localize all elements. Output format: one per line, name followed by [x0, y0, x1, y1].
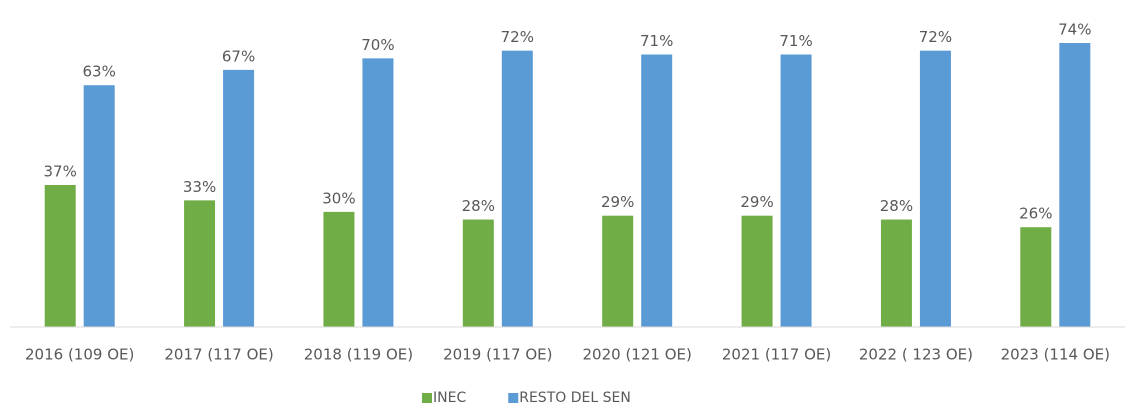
data-label: 26%	[1019, 205, 1052, 223]
data-label: 71%	[779, 32, 812, 50]
bar	[83, 85, 115, 327]
bar	[501, 50, 533, 328]
bar	[323, 211, 355, 327]
x-tick-label: 2020 (121 OE)	[583, 346, 692, 364]
data-label: 29%	[740, 193, 773, 211]
x-tick-label: 2018 (119 OE)	[304, 346, 413, 364]
data-label: 29%	[601, 193, 634, 211]
legend-swatch	[508, 393, 519, 403]
bar	[44, 185, 76, 327]
legend: INEC RESTO DEL SEN	[422, 390, 631, 406]
x-tick-label: 2023 (114 OE)	[1001, 346, 1110, 364]
data-label: 67%	[222, 47, 255, 65]
data-label: 37%	[44, 163, 77, 181]
data-label: 28%	[462, 197, 495, 215]
x-tick-label: 2017 (117 OE)	[164, 346, 273, 364]
x-tick-label: 2016 (109 OE)	[25, 346, 134, 364]
legend-label: INEC	[433, 390, 466, 406]
bar	[362, 58, 394, 328]
bar	[1020, 227, 1052, 327]
data-label: 72%	[501, 28, 534, 46]
bar	[880, 219, 912, 327]
legend-label: RESTO DEL SEN	[519, 390, 631, 406]
bar	[919, 50, 951, 328]
bar	[602, 215, 634, 327]
data-label: 70%	[361, 36, 394, 54]
data-label: 33%	[183, 178, 216, 196]
bar	[780, 54, 812, 327]
x-tick-label: 2019 (117 OE)	[443, 346, 552, 364]
legend-swatch	[422, 393, 432, 403]
x-tick-label: 2021 (117 OE)	[722, 346, 831, 364]
bar	[641, 54, 673, 327]
data-label: 28%	[880, 197, 913, 215]
bar	[1059, 43, 1091, 327]
bar	[741, 215, 773, 327]
data-label: 63%	[83, 63, 116, 81]
bar	[223, 69, 255, 327]
data-label: 72%	[919, 28, 952, 46]
bar	[462, 219, 494, 327]
data-label: 71%	[640, 32, 673, 50]
data-label: 74%	[1058, 21, 1091, 39]
bar	[184, 200, 216, 327]
x-tick-label: 2022 ( 123 OE)	[859, 346, 973, 364]
data-label: 30%	[322, 189, 355, 207]
